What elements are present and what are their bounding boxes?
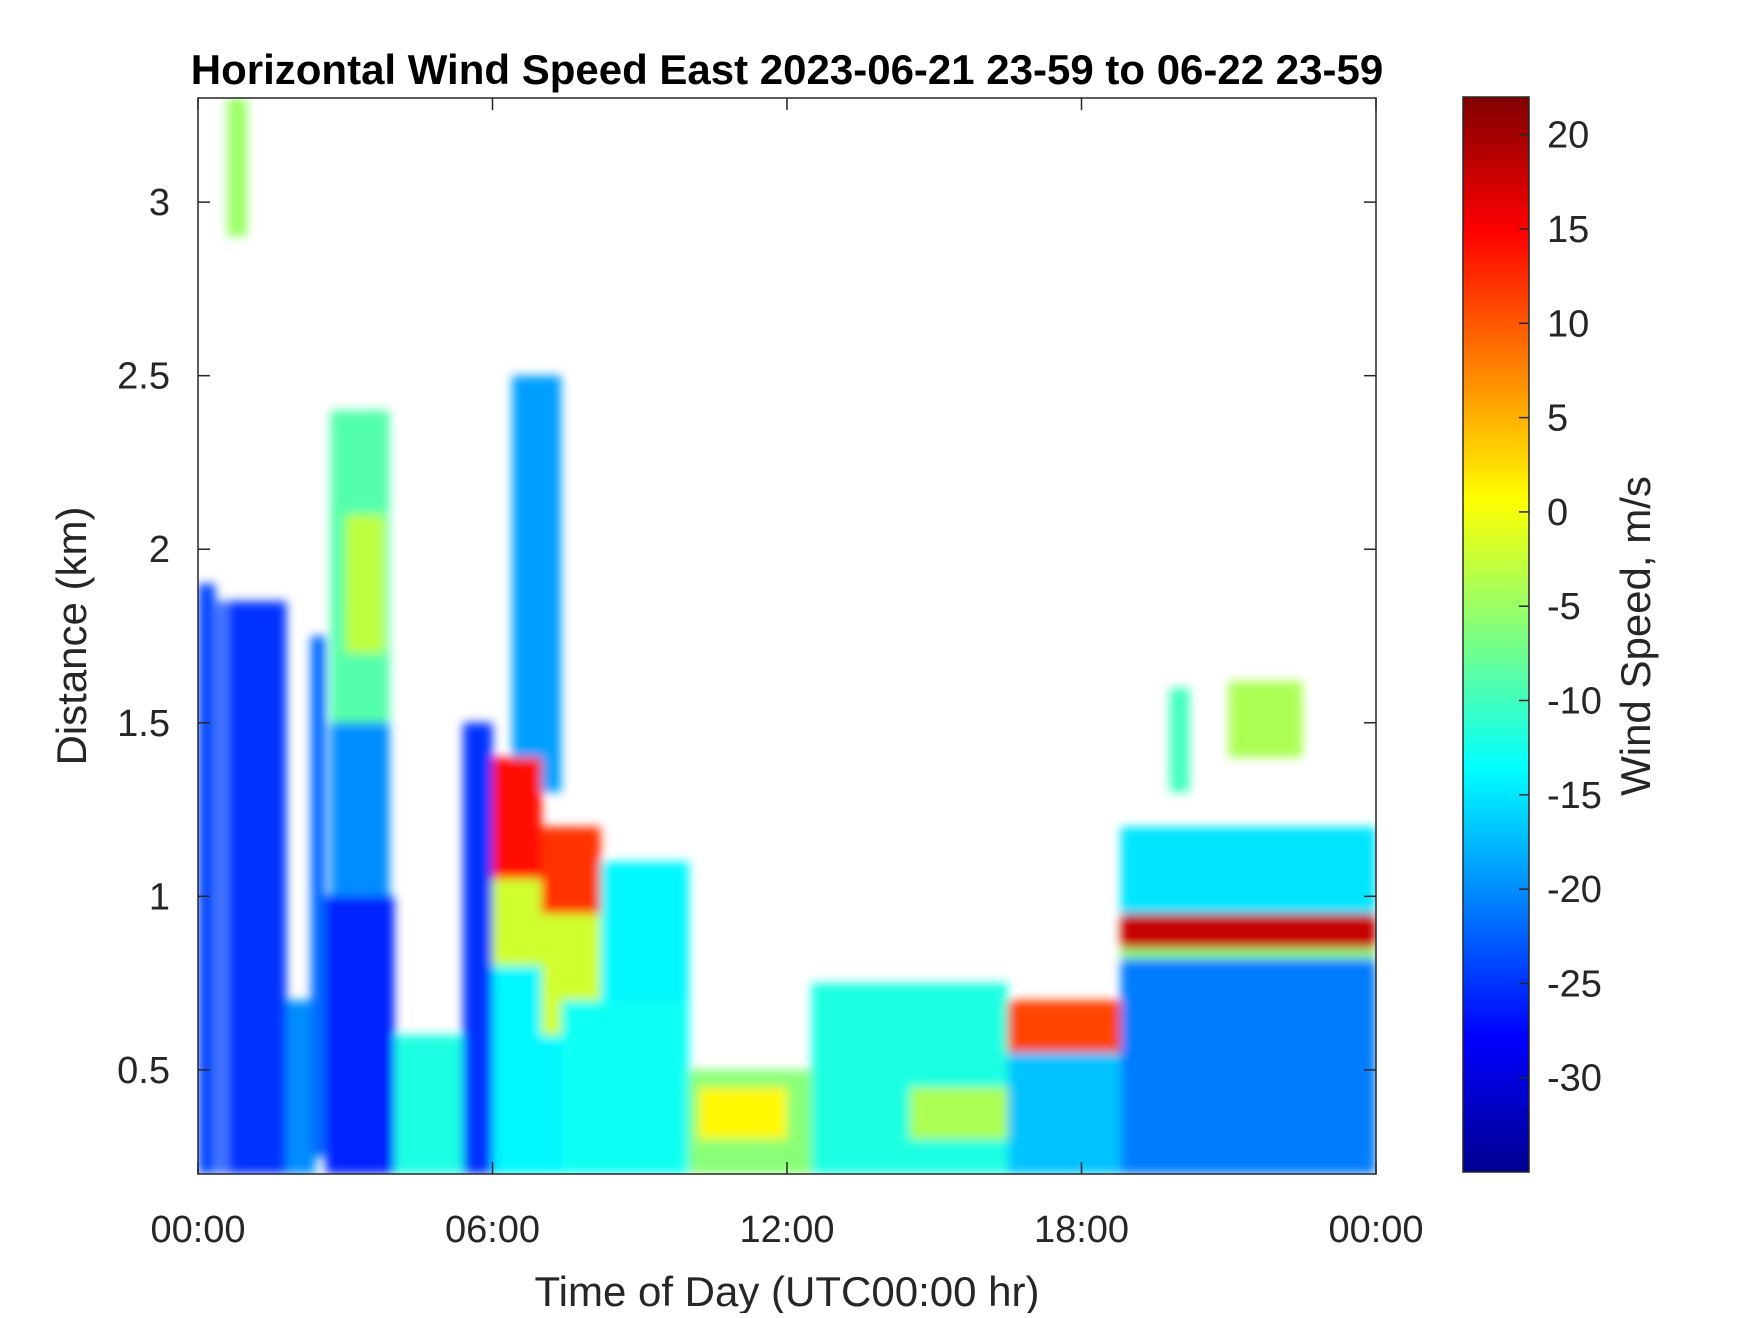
y-axis-label: Distance (km)	[48, 506, 95, 765]
heatmap-cell	[1228, 681, 1303, 758]
heatmap-cell	[198, 583, 216, 1174]
colorbar-label: Wind Speed, m/s	[1612, 476, 1659, 796]
x-axis-ticks: 00:00 06:00 12:00 18:00 00:00	[150, 98, 1424, 1251]
heatmap-cell	[1169, 688, 1190, 793]
chart-title: Horizontal Wind Speed East 2023-06-21 23…	[191, 46, 1383, 93]
heatmap-cell	[1007, 1000, 1121, 1053]
x-tick-label: 12:00	[739, 1209, 834, 1251]
x-axis-label: Time of Day (UTC00:00 hr)	[535, 1268, 1040, 1313]
y-tick-label: 1	[149, 876, 170, 918]
heatmap-cell	[1120, 826, 1376, 914]
heatmap-cell	[512, 375, 562, 793]
heatmap-cell	[325, 896, 395, 1174]
y-tick-label: 1.5	[117, 703, 170, 745]
colorbar-tick-label: 20	[1547, 115, 1589, 157]
colorbar-ticks: 20 15 10 5 0 -5 -10 -15 -20 -25 -30	[1519, 115, 1602, 1100]
colorbar-tick-label: -10	[1547, 681, 1602, 723]
heatmap-cell	[217, 601, 225, 1174]
colorbar	[1462, 96, 1530, 1173]
x-tick-label: 06:00	[445, 1209, 540, 1251]
heatmap-cell	[227, 98, 248, 237]
colorbar-tick-label: 5	[1547, 398, 1568, 440]
y-axis-ticks: 0.5 1 1.5 2 2.5 3	[117, 182, 1376, 1092]
colorbar-tick-label: -15	[1547, 775, 1602, 817]
y-tick-label: 2	[149, 529, 170, 571]
y-tick-label: 3	[149, 182, 170, 224]
heatmap-cell	[909, 1087, 1008, 1140]
heatmap-cells	[198, 98, 1376, 1174]
y-tick-label: 0.5	[117, 1050, 170, 1092]
heatmap-cell	[561, 1000, 689, 1174]
colorbar-tick-label: -20	[1547, 869, 1602, 911]
x-tick-label: 00:00	[1328, 1209, 1423, 1251]
colorbar-tick-label: -5	[1547, 586, 1581, 628]
colorbar-tick-label: 0	[1547, 492, 1568, 534]
heatmap-cell	[541, 826, 601, 932]
heatmap-cell	[463, 722, 493, 1174]
colorbar-tick-label: 10	[1547, 303, 1589, 345]
colorbar-tick-label: -25	[1547, 963, 1602, 1005]
heatmap-cell	[492, 757, 542, 879]
heatmap-cell	[1120, 958, 1376, 1174]
heatmap-cell	[698, 1087, 787, 1140]
x-tick-label: 18:00	[1034, 1209, 1129, 1251]
heatmap-cell	[811, 983, 1008, 1174]
y-tick-label: 2.5	[117, 356, 170, 398]
colorbar-tick-label: -30	[1547, 1058, 1602, 1100]
heatmap-cell	[310, 636, 326, 1157]
heatmap-cell	[227, 601, 287, 1174]
heatmap-cell	[394, 1035, 464, 1174]
x-tick-label: 00:00	[150, 1209, 245, 1251]
heatmap-cell	[600, 861, 689, 1001]
colorbar-tick-label: 15	[1547, 209, 1589, 251]
heatmap-cell	[345, 514, 385, 654]
